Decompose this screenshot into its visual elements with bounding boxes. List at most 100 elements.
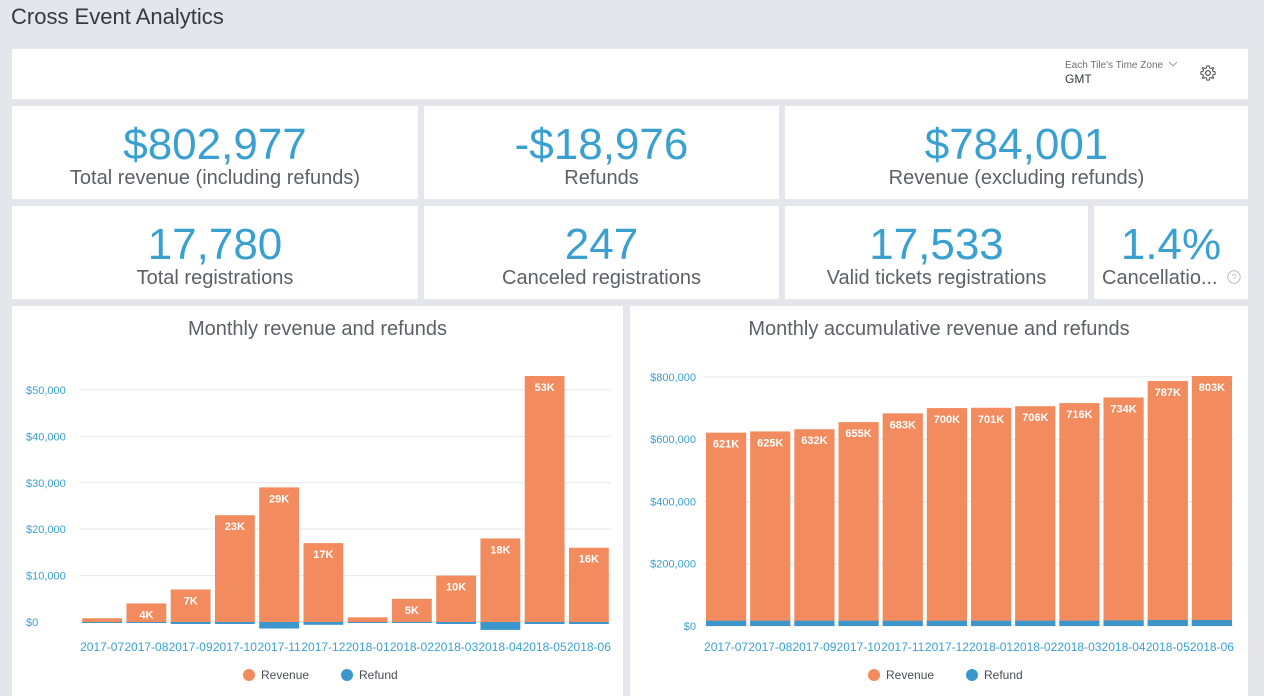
- bar-revenue: [794, 429, 835, 626]
- bar-refund: [750, 620, 791, 626]
- x-tick-label: 2017-07: [80, 640, 124, 654]
- bar-refund: [480, 622, 521, 630]
- bar-refund: [391, 622, 432, 623]
- kpi-refunds: -$18,976 Refunds: [424, 106, 779, 199]
- x-tick-label: 2018-02: [1013, 640, 1057, 654]
- chart-accumulative-revenue: Monthly accumulative revenue and refunds…: [630, 306, 1248, 696]
- bar-revenue: [391, 598, 432, 622]
- y-tick-label: $200,000: [650, 559, 696, 571]
- data-label: 7K: [184, 596, 198, 608]
- data-label: 716K: [1066, 409, 1092, 421]
- legend-item: Revenue: [886, 668, 934, 682]
- x-tick-label: 2017-09: [169, 640, 213, 654]
- legend-marker: [243, 669, 255, 681]
- bar-revenue: [259, 487, 300, 622]
- timezone-label[interactable]: Each Tile's Time Zone: [1065, 60, 1164, 71]
- y-tick-label: $30,000: [26, 478, 66, 490]
- data-label: 701K: [978, 414, 1004, 426]
- chart-title: Monthly accumulative revenue and refunds: [748, 318, 1130, 340]
- page-title: Cross Event Analytics: [11, 4, 224, 29]
- bar-refund: [126, 622, 167, 623]
- kpi-label: Valid tickets registrations: [826, 267, 1047, 289]
- bar-refund: [1015, 620, 1056, 626]
- chevron-down-icon[interactable]: [1168, 59, 1178, 69]
- data-label: 700K: [934, 414, 960, 426]
- chart-title: Monthly revenue and refunds: [187, 318, 448, 340]
- legend-marker: [341, 669, 353, 681]
- kpi-value: 247: [564, 220, 639, 269]
- bar-refund: [970, 620, 1012, 626]
- bar-revenue: [1191, 376, 1233, 626]
- bar-revenue: [214, 515, 255, 622]
- data-label: 17K: [313, 549, 333, 561]
- legend-item: Revenue: [261, 668, 309, 682]
- bar-revenue: [1147, 380, 1188, 626]
- data-label: 16K: [579, 554, 599, 566]
- bar-refund: [838, 620, 879, 626]
- data-label: 655K: [845, 428, 871, 440]
- bar-revenue: [926, 408, 968, 626]
- help-icon[interactable]: ?: [1227, 270, 1241, 284]
- data-label: 734K: [1110, 403, 1136, 415]
- y-tick-label: $40,000: [26, 431, 66, 443]
- kpi-label: Canceled registrations: [502, 267, 701, 289]
- kpi-value: $784,001: [924, 120, 1109, 169]
- bar-revenue: [882, 413, 923, 626]
- filter-bar: Each Tile's Time Zone GMT: [12, 49, 1248, 99]
- x-tick-label: 2018-01: [969, 640, 1013, 654]
- data-label: 53K: [535, 382, 555, 394]
- x-tick-label: 2017-10: [213, 640, 257, 654]
- bar-refund: [926, 620, 968, 626]
- bar-refund: [1147, 620, 1188, 626]
- accumulative-revenue-chart: $0 $200,000 $400,000 $600,000 $800,000 621K 20…: [650, 372, 1234, 682]
- bar-refund: [259, 622, 300, 629]
- bar-refund: [524, 622, 565, 624]
- x-tick-label: 2017-08: [748, 640, 792, 654]
- bar-revenue: [170, 589, 211, 622]
- legend-item: Refund: [984, 668, 1023, 682]
- bar-refund: [170, 622, 211, 624]
- gear-icon[interactable]: [1199, 64, 1217, 82]
- y-tick-label: $10,000: [26, 571, 66, 583]
- bar-refund: [82, 622, 123, 623]
- x-tick-label: 2018-04: [478, 640, 522, 654]
- bar-revenue: [838, 422, 879, 626]
- kpi-total-revenue: $802,977 Total revenue (including refund…: [12, 106, 418, 199]
- legend-marker: [868, 669, 880, 681]
- bar-revenue: [1015, 406, 1056, 626]
- x-tick-label: 2018-03: [434, 640, 478, 654]
- kpi-cancellation-rate: 1.4% Cancellatio... ?: [1094, 206, 1248, 299]
- kpi-total-registrations: 17,780 Total registrations: [12, 206, 418, 299]
- bar-revenue: [480, 538, 521, 622]
- data-label: 18K: [490, 544, 510, 556]
- kpi-value: 1.4%: [1120, 220, 1222, 269]
- x-tick-label: 2018-01: [346, 640, 390, 654]
- x-tick-label: 2017-11: [258, 640, 301, 654]
- bar-revenue: [970, 407, 1012, 626]
- bar-refund: [214, 622, 255, 624]
- svg-text:?: ?: [1231, 272, 1236, 282]
- data-label: 706K: [1022, 412, 1048, 424]
- y-tick-label: $0: [26, 617, 38, 629]
- bar-refund: [347, 622, 388, 623]
- bar-revenue: [1059, 403, 1100, 626]
- data-label: 10K: [446, 582, 466, 594]
- x-tick-label: 2017-10: [837, 640, 881, 654]
- timezone-value[interactable]: GMT: [1065, 72, 1092, 86]
- bar-revenue: [82, 618, 123, 622]
- data-label: 803K: [1199, 382, 1225, 394]
- data-label: 29K: [269, 493, 289, 505]
- bar-refund: [568, 622, 609, 624]
- kpi-canceled-registrations: 247 Canceled registrations: [424, 206, 779, 299]
- data-label: 4K: [139, 609, 153, 621]
- x-tick-label: 2017-12: [301, 640, 345, 654]
- y-tick-label: $20,000: [26, 524, 66, 536]
- bar-refund: [705, 620, 747, 626]
- monthly-revenue-chart: $0 $10,000 $20,000 $30,000 $40,000 $50,000 201…: [26, 376, 611, 682]
- bar-revenue: [705, 432, 747, 626]
- bar-revenue: [303, 543, 344, 622]
- chart-monthly-revenue: Monthly revenue and refunds $0 $10,000 $20…: [12, 306, 623, 696]
- data-label: 23K: [225, 521, 245, 533]
- kpi-label: Revenue (excluding refunds): [888, 167, 1145, 189]
- x-tick-label: 2018-06: [1190, 640, 1234, 654]
